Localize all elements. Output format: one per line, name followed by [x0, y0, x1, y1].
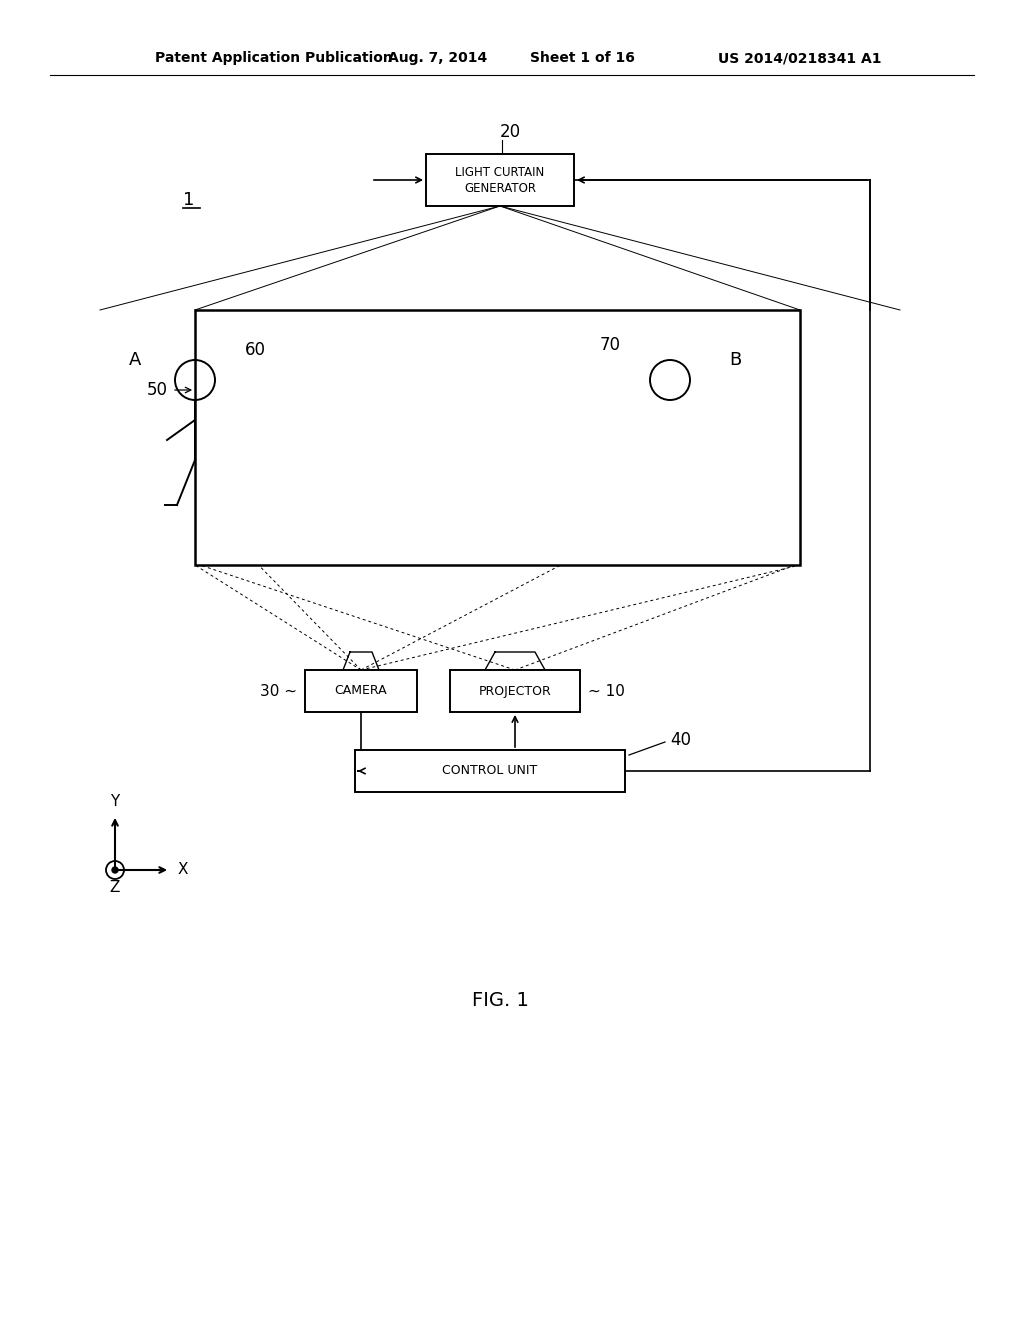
- Text: 60: 60: [245, 341, 265, 359]
- Text: 40: 40: [670, 731, 691, 748]
- Text: US 2014/0218341 A1: US 2014/0218341 A1: [718, 51, 882, 65]
- Text: B: B: [729, 351, 741, 370]
- Bar: [450, 671, 580, 711]
- Text: GENERATOR: GENERATOR: [464, 181, 536, 194]
- Text: 70: 70: [599, 337, 621, 354]
- Bar: [355, 750, 625, 792]
- Text: CONTROL UNIT: CONTROL UNIT: [442, 764, 538, 777]
- Bar: [195, 310, 800, 565]
- Text: X: X: [178, 862, 188, 878]
- Text: 1: 1: [183, 191, 195, 209]
- Text: LIGHT CURTAIN: LIGHT CURTAIN: [456, 166, 545, 180]
- Text: 30 ~: 30 ~: [260, 684, 297, 698]
- Text: Sheet 1 of 16: Sheet 1 of 16: [530, 51, 635, 65]
- Text: FIG. 1: FIG. 1: [472, 990, 528, 1010]
- Circle shape: [112, 867, 118, 873]
- Text: Z: Z: [110, 880, 120, 895]
- Text: A: A: [129, 351, 141, 370]
- Bar: [305, 671, 417, 711]
- Text: Aug. 7, 2014: Aug. 7, 2014: [388, 51, 487, 65]
- Text: PROJECTOR: PROJECTOR: [478, 685, 551, 697]
- Text: Y: Y: [111, 795, 120, 809]
- Text: 20: 20: [500, 123, 520, 141]
- Text: Patent Application Publication: Patent Application Publication: [155, 51, 393, 65]
- Text: ~ 10: ~ 10: [588, 684, 625, 698]
- Text: CAMERA: CAMERA: [335, 685, 387, 697]
- Bar: [426, 154, 574, 206]
- Text: 50: 50: [147, 381, 168, 399]
